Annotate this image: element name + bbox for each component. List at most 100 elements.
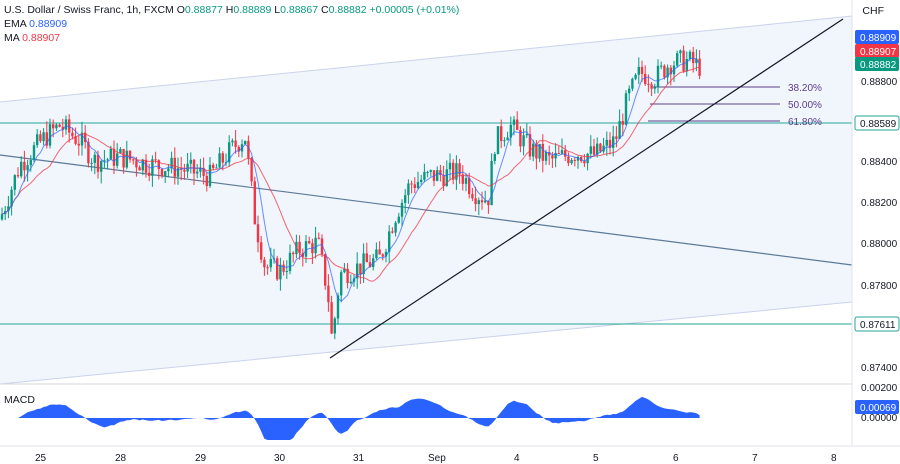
candle-body [244,140,247,145]
candle-body [160,169,164,176]
candle-body [605,139,608,146]
y-tick: 0.87800 [861,281,898,292]
candle-body [36,134,39,146]
candle-body [474,198,477,205]
candle-body [256,224,260,243]
candle-body [557,153,560,155]
candle-body [336,295,340,319]
candle-body [276,258,279,280]
candle-body [247,140,250,159]
candle-body [228,142,231,163]
candle-body [570,159,573,164]
level-tag-text: 0.87611 [860,320,896,331]
candle-body [263,259,266,268]
candle-body [496,126,500,155]
candle-body [580,156,583,162]
candle-body [167,168,170,172]
candle-body [218,153,221,168]
symbol-title[interactable]: U.S. Dollar / Swiss Franc, 1h, FXCM [4,4,174,16]
fib-label-50: 50.00% [788,100,822,111]
candle-body [480,200,484,203]
currency-label[interactable]: CHF [862,5,884,17]
candle-body [125,150,128,168]
candle-body [634,74,637,79]
candle-body [656,65,660,88]
x-tick: 5 [593,453,599,464]
candle-body [685,59,688,72]
candle-body [490,160,493,206]
candle-body [560,150,564,154]
candle-body [109,148,112,160]
candle-body [413,184,416,189]
ma-legend-row[interactable]: MA 0.88907 [4,31,459,45]
candle-body [394,222,397,233]
candle-body [42,132,45,142]
ma-label: MA [4,32,20,44]
x-tick: 30 [274,453,286,464]
ma-line [1,66,700,282]
ma-price-tag [855,44,899,58]
ma-price-tag-text: 0.88907 [860,47,897,58]
candle-body [64,119,68,130]
candle-body [455,163,458,180]
candle-body [695,58,698,64]
channel-lower-line [0,301,853,385]
ema-value: 0.88909 [29,18,68,30]
candle-body [74,136,77,144]
candle-body [628,88,631,94]
candle-body [170,157,173,169]
x-tick: 28 [115,453,127,464]
ema-legend-row[interactable]: EMA 0.88909 [4,17,459,31]
candle-body [426,171,429,173]
macd-y-tick: 0.00000 [861,413,898,424]
candle-body [525,134,528,136]
y-tick: 0.87400 [861,363,898,374]
candle-body [487,200,490,206]
candle-body [324,254,327,286]
candle-body [0,214,4,220]
legend-title-row: U.S. Dollar / Swiss Franc, 1h, FXCM O 0.8… [4,3,459,17]
candle-body [208,164,212,187]
y-tick: 0.88000 [861,239,898,250]
macd-label[interactable]: MACD [4,394,35,406]
candle-body [52,124,55,129]
candle-body [442,175,445,186]
candle-body [608,139,612,148]
candle-body [576,156,580,161]
candle-body [448,162,452,170]
macd-value-tag [855,400,899,414]
candle-body [532,143,535,157]
candle-body [458,163,461,175]
candle-body [688,51,692,60]
candle-body [471,194,474,199]
candle-body [493,154,496,161]
candle-body [119,149,122,154]
candle-body [87,142,90,164]
ohlc-high: 0.88889 [233,4,272,16]
candle-body [340,272,343,296]
candle-body [327,285,330,303]
candle-body [112,148,116,166]
candle-body [138,167,141,171]
candle-body [106,159,109,161]
candle-body [343,268,346,273]
ohlc-close: 0.88882 [328,4,367,16]
candle-body [71,132,74,137]
candles-group [0,45,701,340]
candle-body [544,152,548,161]
candle-body [535,143,538,159]
candle-body [612,136,615,148]
candle-body [148,172,151,176]
y-tick: 0.88800 [861,77,898,88]
x-tick: Sep [428,453,446,464]
candle-body [692,51,695,64]
candle-body [16,175,20,177]
x-tick: 6 [673,453,679,464]
candle-body [567,156,570,164]
ema-line [1,57,700,302]
candle-body [314,237,317,254]
candle-body [378,249,381,255]
ohlc-open-label: O [176,4,185,16]
candle-body [500,126,503,142]
